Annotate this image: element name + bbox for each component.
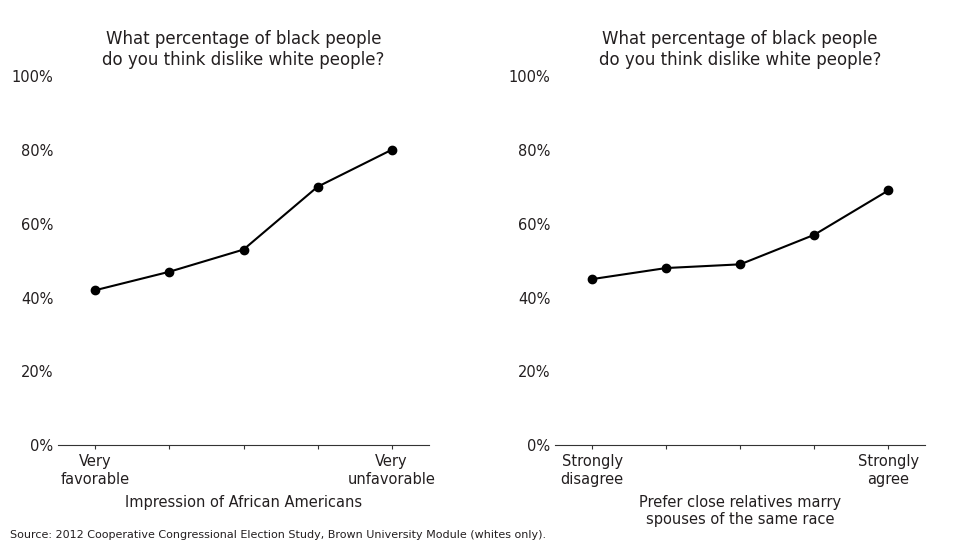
X-axis label: Impression of African Americans: Impression of African Americans [125,495,362,510]
X-axis label: Prefer close relatives marry
spouses of the same race: Prefer close relatives marry spouses of … [639,495,842,527]
Title: What percentage of black people
do you think dislike white people?: What percentage of black people do you t… [599,30,881,69]
Title: What percentage of black people
do you think dislike white people?: What percentage of black people do you t… [102,30,385,69]
Text: Source: 2012 Cooperative Congressional Election Study, Brown University Module (: Source: 2012 Cooperative Congressional E… [10,531,545,540]
